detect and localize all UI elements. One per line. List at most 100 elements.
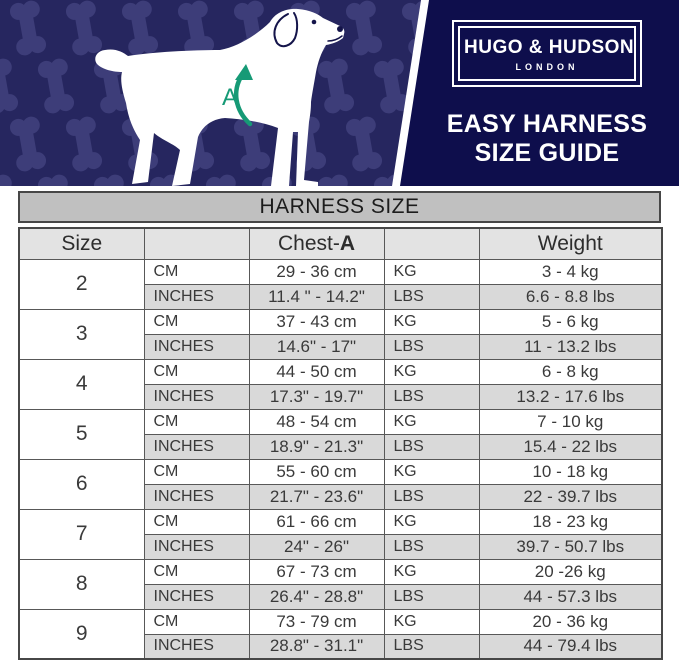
chest-inches-value: 17.3" - 19.7" xyxy=(248,383,385,410)
unit-label-cm: CM xyxy=(143,558,250,585)
unit-label-inches: INCHES xyxy=(143,633,250,660)
weight-kg-value: 20 -26 kg xyxy=(478,558,663,585)
weight-kg-value: 5 - 6 kg xyxy=(478,308,663,335)
weight-kg-value: 3 - 4 kg xyxy=(478,258,663,285)
divider-stripe xyxy=(392,0,429,186)
unit-label-kg: KG xyxy=(383,558,480,585)
table-row: 9 CM 73 - 79 cm KG 20 - 36 kg xyxy=(18,608,663,660)
column-header-row: Size Chest-A Weight xyxy=(18,227,663,260)
chest-inches-value: 11.4 " - 14.2" xyxy=(248,283,385,310)
weight-kg-value: 18 - 23 kg xyxy=(478,508,663,535)
chest-label-prefix: Chest- xyxy=(277,231,340,255)
weight-kg-value: 6 - 8 kg xyxy=(478,358,663,385)
dog-eye xyxy=(311,19,317,25)
size-cell: 3 xyxy=(18,308,145,360)
unit-label-kg: KG xyxy=(383,258,480,285)
unit-label-cm: CM xyxy=(143,308,250,335)
unit-label-kg: KG xyxy=(383,358,480,385)
table-row: 5 CM 48 - 54 cm KG 7 - 10 kg xyxy=(18,408,663,460)
weight-lbs-value: 39.7 - 50.7 lbs xyxy=(478,533,663,560)
table-row: 7 CM 61 - 66 cm KG 18 - 23 kg xyxy=(18,508,663,560)
table-row: INCHES 21.7" - 23.6" LBS 22 - 39.7 lbs xyxy=(19,483,663,510)
weight-lbs-value: 6.6 - 8.8 lbs xyxy=(478,283,663,310)
weight-lbs-value: 15.4 - 22 lbs xyxy=(478,433,663,460)
size-cell: 9 xyxy=(18,608,145,660)
size-guide-table: Size Chest-A Weight 2 CM 29 - 36 cm KG 3… xyxy=(18,227,663,660)
chest-label-a: A xyxy=(339,231,356,255)
unit-label-inches: INCHES xyxy=(143,333,250,360)
chest-cm-value: 73 - 79 cm xyxy=(248,608,385,635)
table-row: 4 CM 44 - 50 cm KG 6 - 8 kg xyxy=(18,358,663,410)
column-header-blank1 xyxy=(143,227,250,260)
weight-lbs-value: 44 - 57.3 lbs xyxy=(478,583,663,610)
chest-cm-value: 55 - 60 cm xyxy=(248,458,385,485)
table-row: INCHES 17.3" - 19.7" LBS 13.2 - 17.6 lbs xyxy=(19,383,663,410)
chest-inches-value: 24" - 26" xyxy=(248,533,385,560)
unit-label-inches: INCHES xyxy=(143,583,250,610)
column-header-chest: Chest-A xyxy=(248,227,385,260)
header-title-line2: SIZE GUIDE xyxy=(474,138,620,167)
weight-lbs-value: 11 - 13.2 lbs xyxy=(478,333,663,360)
chest-cm-value: 67 - 73 cm xyxy=(248,558,385,585)
dog-ear-outline xyxy=(273,12,299,48)
unit-label-lbs: LBS xyxy=(383,333,480,360)
weight-kg-value: 10 - 18 kg xyxy=(478,458,663,485)
weight-lbs-value: 44 - 79.4 lbs xyxy=(478,633,663,660)
size-cell: 6 xyxy=(18,458,145,510)
column-header-blank2 xyxy=(383,227,480,260)
header-graphic: A xyxy=(0,0,679,186)
weight-lbs-value: 22 - 39.7 lbs xyxy=(478,483,663,510)
chest-inches-value: 18.9" - 21.3" xyxy=(248,433,385,460)
unit-label-inches: INCHES xyxy=(143,433,250,460)
chest-cm-value: 29 - 36 cm xyxy=(248,258,385,285)
chest-inches-value: 26.4" - 28.8" xyxy=(248,583,385,610)
table-row: INCHES 14.6" - 17" LBS 11 - 13.2 lbs xyxy=(19,333,663,360)
table-row: INCHES 18.9" - 21.3" LBS 15.4 - 22 lbs xyxy=(19,433,663,460)
size-cell: 8 xyxy=(18,558,145,610)
table-row: 8 CM 67 - 73 cm KG 20 -26 kg xyxy=(18,558,663,610)
unit-label-lbs: LBS xyxy=(383,633,480,660)
dog-nose xyxy=(337,26,343,32)
unit-label-cm: CM xyxy=(143,508,250,535)
unit-label-inches: INCHES xyxy=(143,533,250,560)
column-header-weight: Weight xyxy=(478,227,663,260)
unit-label-inches: INCHES xyxy=(143,483,250,510)
weight-kg-value: 7 - 10 kg xyxy=(478,408,663,435)
table-row: 2 CM 29 - 36 cm KG 3 - 4 kg xyxy=(18,258,663,310)
unit-label-inches: INCHES xyxy=(143,283,250,310)
unit-label-inches: INCHES xyxy=(143,383,250,410)
header-banner: A HUGO & HUDSON LONDON EASY HARNESS SIZE… xyxy=(0,0,679,186)
unit-label-kg: KG xyxy=(383,458,480,485)
chest-cm-value: 44 - 50 cm xyxy=(248,358,385,385)
brand-logo-box: HUGO & HUDSON LONDON xyxy=(452,20,642,87)
chest-cm-value: 48 - 54 cm xyxy=(248,408,385,435)
unit-label-lbs: LBS xyxy=(383,383,480,410)
unit-label-lbs: LBS xyxy=(383,483,480,510)
unit-label-cm: CM xyxy=(143,408,250,435)
unit-label-kg: KG xyxy=(383,308,480,335)
unit-label-lbs: LBS xyxy=(383,583,480,610)
dog-mouth-line xyxy=(327,35,343,42)
brand-logo-inner-frame: HUGO & HUDSON LONDON xyxy=(458,26,636,81)
weight-kg-value: 20 - 36 kg xyxy=(478,608,663,635)
unit-label-lbs: LBS xyxy=(383,283,480,310)
size-cell: 5 xyxy=(18,408,145,460)
unit-label-cm: CM xyxy=(143,258,250,285)
weight-lbs-value: 13.2 - 17.6 lbs xyxy=(478,383,663,410)
header-title-line1: EASY HARNESS xyxy=(446,110,648,138)
size-cell: 2 xyxy=(18,258,145,310)
harness-size-banner: HARNESS SIZE xyxy=(18,191,661,223)
table-row: 6 CM 55 - 60 cm KG 10 - 18 kg xyxy=(18,458,663,510)
dog-illustration: A xyxy=(95,8,345,186)
brand-name: HUGO & HUDSON xyxy=(464,37,635,58)
column-header-size: Size xyxy=(18,227,145,260)
unit-label-cm: CM xyxy=(143,458,250,485)
unit-label-lbs: LBS xyxy=(383,433,480,460)
table-row: 3 CM 37 - 43 cm KG 5 - 6 kg xyxy=(18,308,663,360)
table-row: INCHES 28.8" - 31.1" LBS 44 - 79.4 lbs xyxy=(19,633,663,660)
unit-label-lbs: LBS xyxy=(383,533,480,560)
table-row: INCHES 26.4" - 28.8" LBS 44 - 57.3 lbs xyxy=(19,583,663,610)
size-guide-sheet: HARNESS SIZE Size Chest-A Weight 2 CM 29… xyxy=(0,186,679,663)
table-row: INCHES 24" - 26" LBS 39.7 - 50.7 lbs xyxy=(19,533,663,560)
chest-inches-value: 21.7" - 23.6" xyxy=(248,483,385,510)
